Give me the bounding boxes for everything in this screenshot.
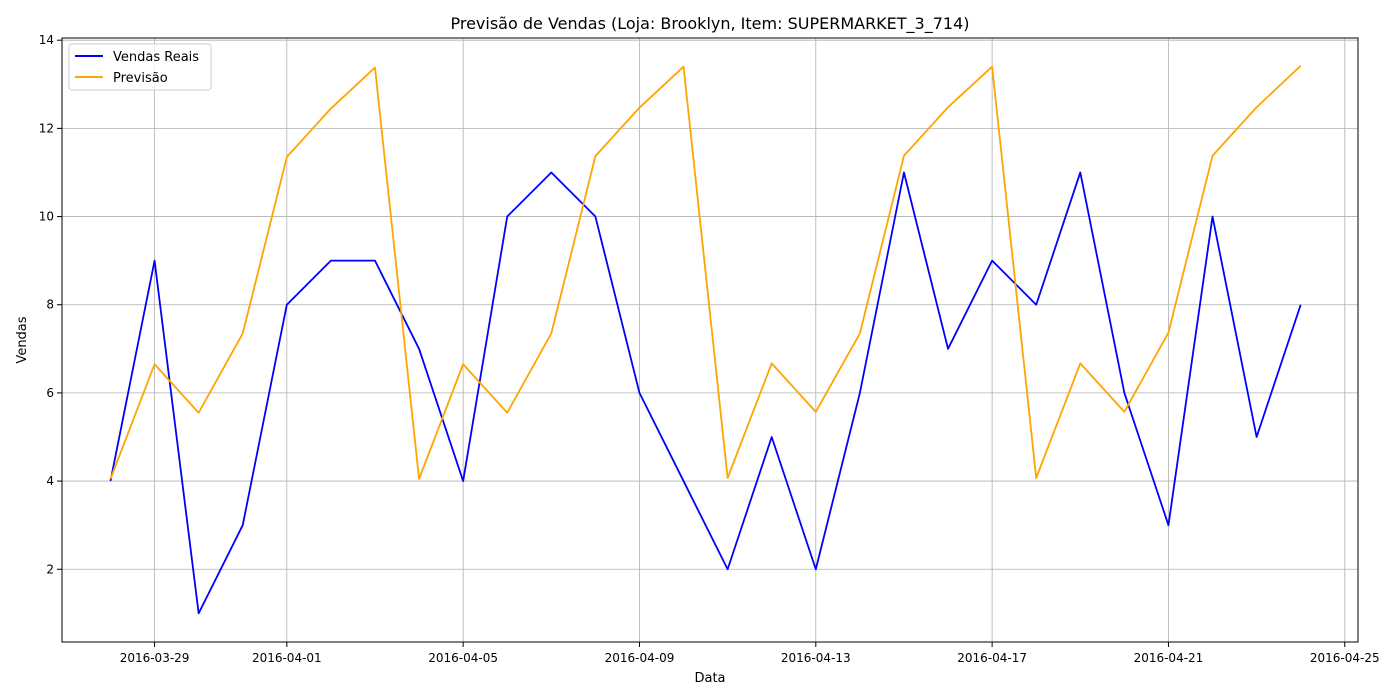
x-tick-label: 2016-04-21 <box>1134 651 1204 665</box>
x-axis-label: Data <box>694 671 725 686</box>
x-tick-label: 2016-04-13 <box>781 651 851 665</box>
series-lines <box>109 65 1302 615</box>
grid-lines <box>62 38 1358 642</box>
x-axis-ticks: 2016-03-29 2016-04-01 2016-04-05 2016-04-09… <box>120 642 1380 665</box>
chart-title: Previsão de Vendas (Loja: Brooklyn, Item… <box>450 14 969 34</box>
y-tick-label: 2 <box>46 562 54 576</box>
y-tick-label: 4 <box>46 474 54 488</box>
x-tick-label: 2016-04-09 <box>605 651 675 665</box>
plot-frame <box>61 37 1359 643</box>
y-axis-label: Vendas <box>15 316 30 363</box>
legend-box <box>68 43 212 91</box>
series-line-previsao <box>109 65 1302 480</box>
series-line-vendas-reais <box>109 171 1302 615</box>
x-tick-label: 2016-04-17 <box>957 651 1027 665</box>
legend: Vendas Reais Previsão <box>68 43 212 91</box>
x-tick-label: 2016-04-25 <box>1310 651 1380 665</box>
x-tick-label: 2016-03-29 <box>120 651 190 665</box>
y-tick-label: 6 <box>46 386 54 400</box>
legend-label-previsao: Previsão <box>113 71 168 86</box>
y-tick-label: 12 <box>39 121 54 135</box>
x-tick-label: 2016-04-05 <box>428 651 498 665</box>
y-tick-label: 10 <box>39 210 54 224</box>
y-axis-ticks: 2 4 6 8 10 12 14 <box>39 33 62 576</box>
legend-label-vendas-reais: Vendas Reais <box>113 50 199 65</box>
y-tick-label: 14 <box>39 33 54 47</box>
x-tick-label: 2016-04-01 <box>252 651 322 665</box>
y-tick-label: 8 <box>46 298 54 312</box>
